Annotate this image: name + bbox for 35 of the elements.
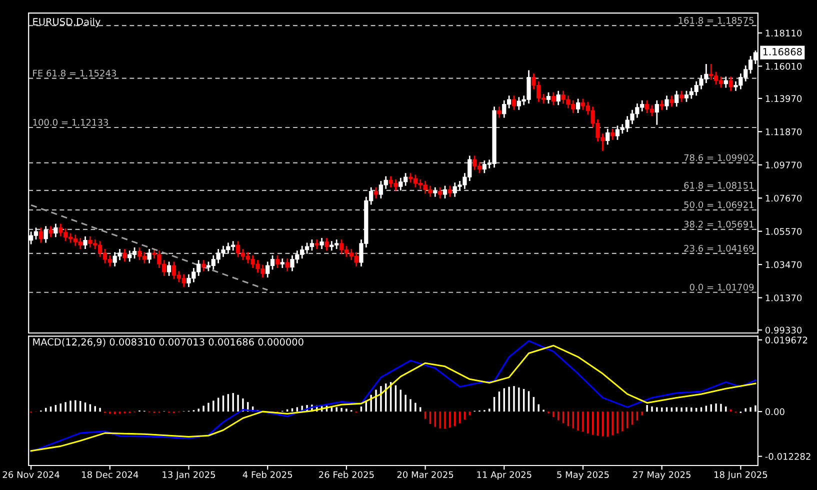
text: 1.16868 bbox=[763, 48, 802, 56]
y-tick-label: 0.99330 bbox=[765, 326, 802, 334]
y-tick-label: 0.00 bbox=[765, 408, 784, 416]
x-tick-label: 20 Mar 2025 bbox=[397, 471, 454, 478]
ref-line-label: 61.8 = 1.08151 bbox=[684, 182, 754, 189]
y-tick-label: 1.05570 bbox=[766, 228, 802, 235]
y-tick-label: 1.16010 bbox=[766, 62, 802, 70]
x-tick-label: 26 Nov 2024 bbox=[2, 471, 60, 478]
ref-line-label: 38.2 = 1.05691 bbox=[684, 220, 754, 228]
ref-line-label: FE 61.8 = 1.15243 bbox=[33, 70, 116, 77]
ref-line-label: 100.0 = 1.12133 bbox=[33, 118, 108, 126]
y-tick-label: 1.03470 bbox=[766, 261, 802, 268]
y-tick-label: 1.09770 bbox=[766, 162, 802, 168]
y-tick-label: 0.019672 bbox=[765, 336, 808, 344]
x-tick-label: 18 Jun 2025 bbox=[714, 471, 768, 480]
x-tick-label: 13 Jan 2025 bbox=[162, 471, 216, 480]
chart-title: EURUSD,Daily bbox=[33, 18, 100, 28]
x-tick-label: 11 Apr 2025 bbox=[477, 471, 532, 480]
x-tick-label: 27 May 2025 bbox=[633, 471, 690, 480]
ref-line-label: 50.0 = 1.06921 bbox=[684, 201, 754, 208]
y-tick-label: 1.11870 bbox=[766, 128, 802, 136]
ref-line-label: 78.6 = 1.09902 bbox=[684, 154, 754, 162]
ref-line-label: 23.6 = 1.04169 bbox=[684, 244, 754, 252]
x-tick-label: 26 Feb 2025 bbox=[319, 471, 374, 478]
chart-title: MACD(12,26,9) 0.008310 0.007013 0.001686 0.000000 bbox=[33, 338, 304, 347]
x-tick-label: 4 Feb 2025 bbox=[242, 471, 292, 478]
y-tick-label: 1.18110 bbox=[766, 30, 802, 37]
ref-line-label: 161.8 = 1.18575 bbox=[678, 17, 754, 24]
ref-line-label: 0.0 = 1.01709 bbox=[690, 284, 754, 291]
x-tick-label: 18 Dec 2024 bbox=[82, 471, 138, 478]
y-tick-label: 1.13970 bbox=[766, 95, 802, 102]
y-tick-label: -0.012282 bbox=[765, 453, 810, 460]
x-tick-label: 5 May 2025 bbox=[557, 471, 609, 480]
y-tick-label: 1.01370 bbox=[766, 294, 802, 302]
y-tick-label: 1.07670 bbox=[766, 194, 802, 202]
